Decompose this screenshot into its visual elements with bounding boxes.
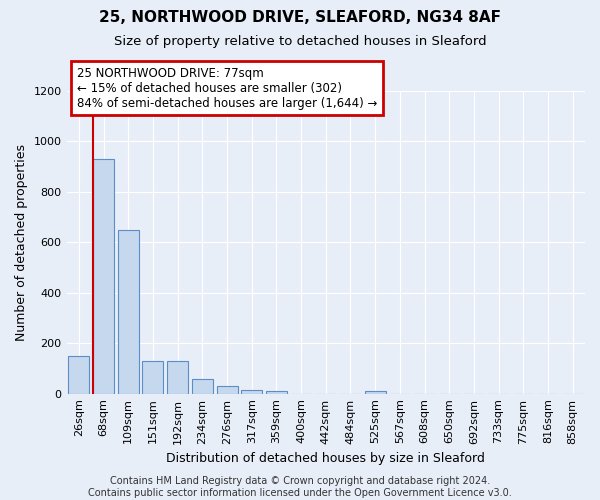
Y-axis label: Number of detached properties: Number of detached properties xyxy=(15,144,28,340)
Bar xyxy=(142,361,163,394)
Text: Size of property relative to detached houses in Sleaford: Size of property relative to detached ho… xyxy=(113,35,487,48)
X-axis label: Distribution of detached houses by size in Sleaford: Distribution of detached houses by size … xyxy=(166,452,485,465)
Bar xyxy=(266,391,287,394)
Text: Contains HM Land Registry data © Crown copyright and database right 2024.
Contai: Contains HM Land Registry data © Crown c… xyxy=(88,476,512,498)
Bar xyxy=(167,361,188,394)
Bar xyxy=(241,390,262,394)
Bar xyxy=(192,378,213,394)
Text: 25, NORTHWOOD DRIVE, SLEAFORD, NG34 8AF: 25, NORTHWOOD DRIVE, SLEAFORD, NG34 8AF xyxy=(99,10,501,25)
Text: 25 NORTHWOOD DRIVE: 77sqm
← 15% of detached houses are smaller (302)
84% of semi: 25 NORTHWOOD DRIVE: 77sqm ← 15% of detac… xyxy=(77,66,377,110)
Bar xyxy=(217,386,238,394)
Bar xyxy=(68,356,89,394)
Bar xyxy=(118,230,139,394)
Bar xyxy=(93,159,114,394)
Bar xyxy=(365,391,386,394)
